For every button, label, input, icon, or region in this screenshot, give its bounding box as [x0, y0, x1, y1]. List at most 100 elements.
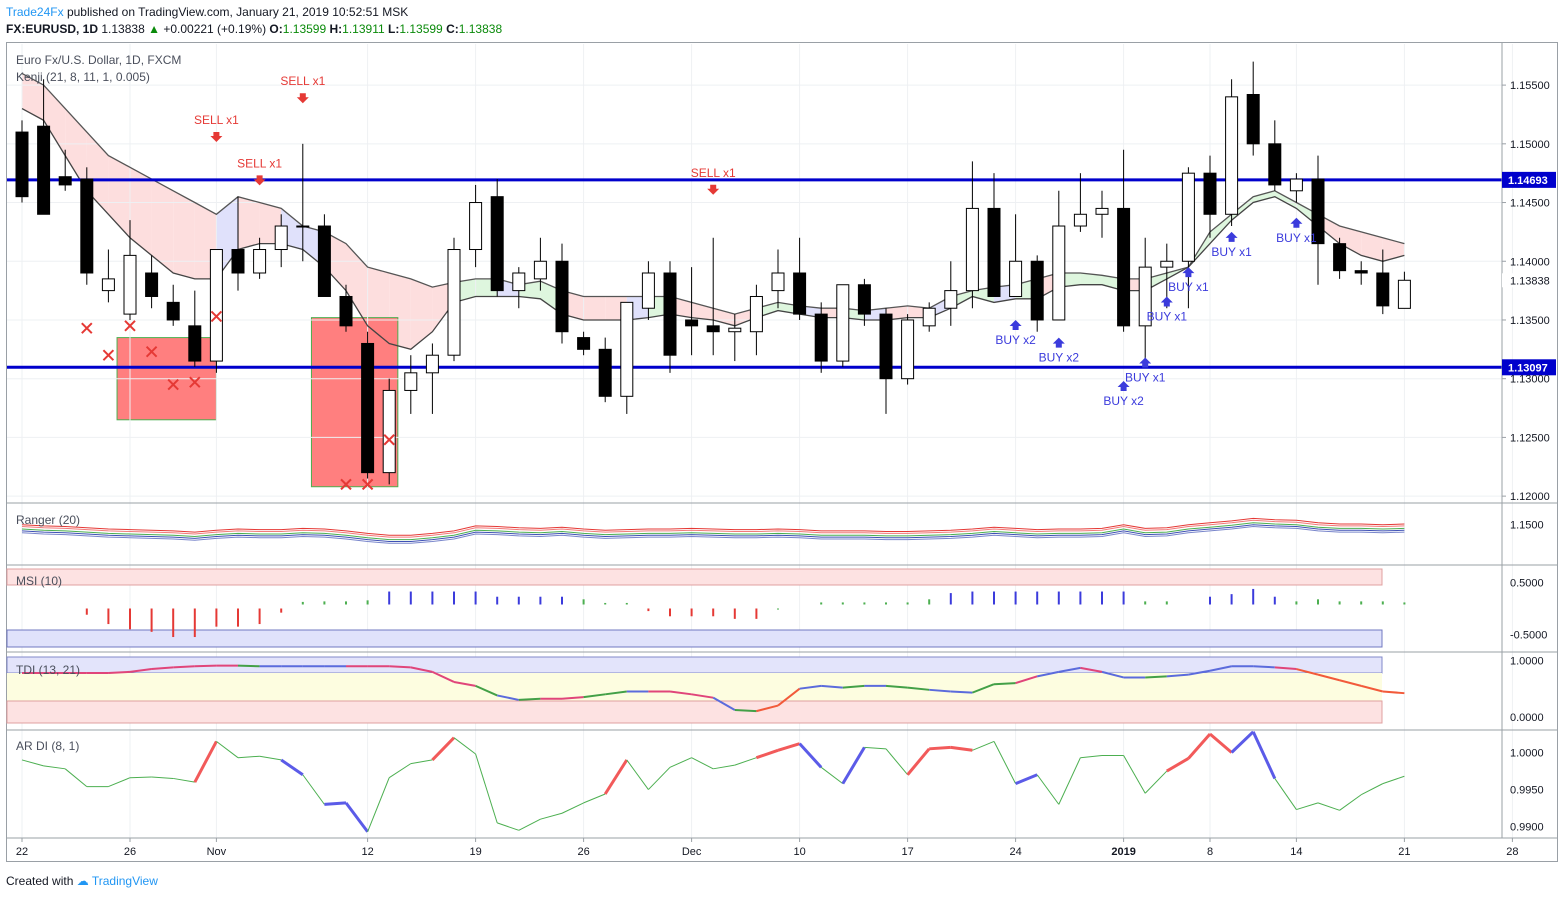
ardi-line-segment — [841, 746, 866, 785]
tdi-line-segment — [583, 693, 606, 699]
ardi-line-segment — [993, 741, 1017, 784]
open-label: O: — [269, 22, 283, 36]
last-price: 1.13838 — [101, 22, 145, 36]
bear-candle — [188, 325, 202, 362]
bull-candle — [512, 272, 526, 292]
ardi-line-segment — [1036, 774, 1060, 805]
price-tick-label: 1.15500 — [1510, 80, 1550, 92]
ardi-line-segment — [1166, 757, 1190, 773]
ardi-line-segment — [518, 818, 541, 831]
time-tick-label: 10 — [793, 846, 805, 858]
ardi-line-segment — [1080, 754, 1103, 759]
ardi-tick-label: 1.0000 — [1510, 748, 1544, 760]
tdi-line-segment — [605, 690, 627, 696]
kenji-cloud-segment — [713, 308, 735, 326]
bull-candle — [771, 272, 785, 292]
close-label: C: — [446, 22, 459, 36]
bull-candle — [209, 249, 223, 362]
buy-signal-label: BUY x1 — [1211, 245, 1252, 259]
kenji-cloud-segment — [238, 196, 260, 250]
tdi-line-segment — [151, 666, 174, 671]
change-value: +0.00221 (+0.19%) — [163, 22, 267, 36]
tdi-line-segment — [907, 686, 930, 691]
ardi-line-segment — [950, 745, 973, 752]
bear-candle — [577, 337, 591, 350]
ardi-line-segment — [864, 746, 887, 750]
msi-lower-band — [6, 629, 1383, 648]
tdi-line-segment — [194, 664, 217, 668]
tdi-line-segment — [561, 696, 584, 700]
ardi-line-segment — [1058, 757, 1081, 805]
buy-arrow-icon — [1052, 337, 1065, 348]
ardi-line-segment — [388, 763, 412, 779]
kenji-cloud-segment — [1253, 190, 1275, 203]
ardi-line-segment — [1339, 794, 1362, 811]
exit-x-marker — [340, 478, 352, 491]
ardi-line-segment — [1382, 775, 1405, 785]
level-price-label: 1.13097 — [1508, 362, 1548, 374]
tdi-line-segment — [993, 682, 1016, 686]
ardi-line-segment — [367, 777, 390, 832]
close-value: 1.13838 — [458, 22, 503, 36]
bull-candle — [1009, 260, 1023, 297]
bull-candle — [253, 249, 267, 274]
exit-x-marker — [167, 378, 179, 391]
tdi-line-segment — [173, 665, 195, 669]
exit-x-marker — [81, 322, 93, 334]
brand-name[interactable]: Trade24Fx — [6, 5, 64, 19]
tradingview-link[interactable]: TradingView — [91, 874, 158, 888]
ardi-line-segment — [302, 774, 325, 805]
footer: Created with ☁ TradingView — [6, 874, 158, 888]
ardi-line-segment — [1015, 773, 1038, 786]
bull-candle — [620, 301, 634, 397]
tdi-line-segment — [669, 690, 692, 696]
bull-candle — [1289, 178, 1303, 192]
buy-arrow-icon — [1009, 319, 1022, 330]
bear-candle — [231, 249, 245, 274]
bear-candle — [1354, 270, 1368, 274]
tdi-line-segment — [1317, 673, 1340, 682]
buy-signal-label: BUY x1 — [1168, 280, 1209, 294]
exit-x-marker — [145, 345, 158, 358]
ranger-red2-line — [21, 519, 1405, 538]
ardi-line-segment — [603, 759, 629, 795]
time-tick-label: 26 — [124, 846, 136, 858]
kenji-cloud-segment — [151, 179, 174, 273]
time-tick-label: 17 — [901, 846, 913, 858]
tdi-line-segment — [1253, 665, 1275, 669]
tdi-line-segment — [1296, 668, 1319, 676]
bull-candle — [123, 254, 137, 315]
ardi-line-segment — [1187, 733, 1212, 760]
ardi-line-segment — [929, 745, 951, 751]
kenji-cloud-segment — [1210, 214, 1232, 244]
time-tick-label: 28 — [1506, 846, 1518, 858]
time-tick-label: 12 — [361, 846, 373, 858]
bear-candle — [879, 313, 893, 380]
bull-candle — [965, 207, 979, 292]
bull-candle — [469, 202, 483, 251]
tdi-line-segment — [129, 668, 152, 673]
ardi-line-segment — [173, 777, 195, 783]
ardi-line-segment — [626, 759, 649, 790]
tdi-line-segment — [842, 684, 865, 689]
ardi-line-segment — [151, 776, 174, 779]
bear-candle — [663, 272, 677, 356]
time-tick-label: 21 — [1398, 846, 1410, 858]
ardi-line-segment — [1317, 802, 1340, 811]
ardi-line-segment — [21, 759, 44, 767]
symbol-label: FX:EURUSD, 1D — [6, 22, 99, 36]
level-price-tag — [1502, 359, 1556, 376]
ranger-blue1-line — [21, 524, 1405, 542]
ardi-line-segment — [344, 801, 369, 833]
tradingview-logo-icon[interactable]: ☁ — [76, 874, 89, 888]
tdi-line-segment — [691, 693, 714, 699]
bull-candle — [404, 372, 418, 391]
bull-candle — [425, 354, 439, 374]
tdi-line-segment — [1036, 670, 1060, 678]
tdi-line-segment — [734, 709, 757, 713]
chart-frame — [6, 42, 1558, 862]
bull-candle — [274, 225, 288, 251]
ardi-line-segment — [1274, 778, 1297, 810]
ohlc-header: FX:EURUSD, 1D 1.13838 ▲ +0.00221 (+0.19%… — [6, 22, 502, 36]
